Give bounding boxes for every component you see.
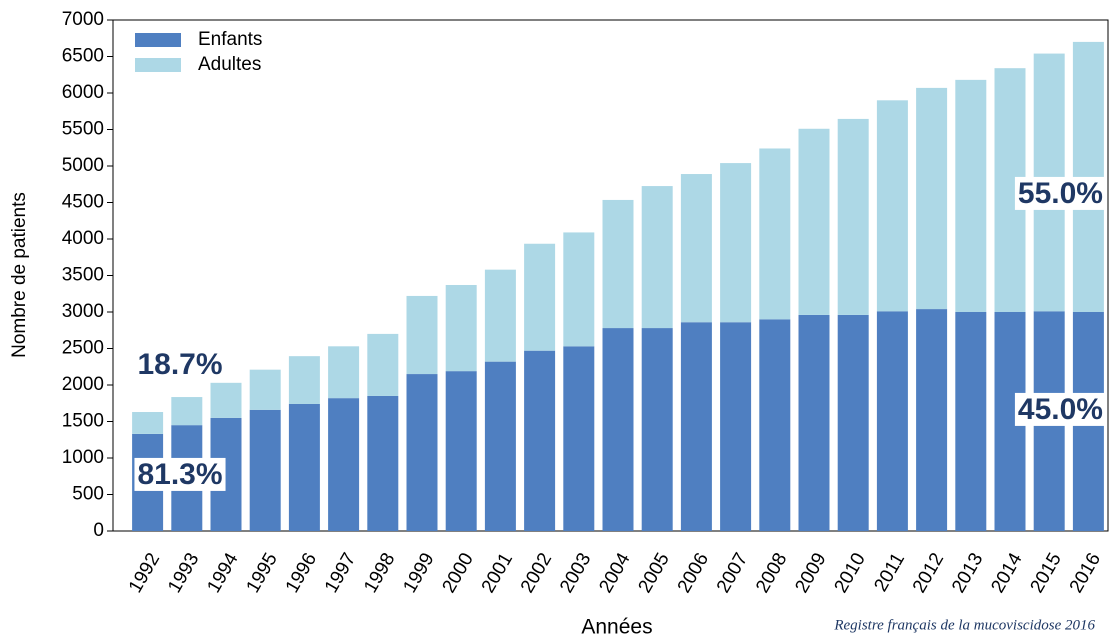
bar-segment (916, 87, 948, 310)
bar-segment (720, 163, 752, 323)
x-tick-label: 2014 (987, 549, 1027, 596)
annotation-background (134, 347, 226, 381)
bar-segment (484, 269, 516, 362)
bar-segment (524, 243, 556, 351)
bar-segment (524, 350, 556, 531)
bar-segment (445, 371, 477, 531)
x-tick-label: 1994 (203, 549, 243, 596)
x-tick-label: 2009 (791, 550, 830, 597)
x-tick-label: 2011 (870, 550, 909, 596)
x-tick-label: 1997 (321, 550, 360, 597)
x-tick-label: 2002 (517, 550, 556, 597)
bar-segment (837, 118, 869, 315)
x-tick-label: 2008 (752, 550, 791, 597)
bar-segment (288, 403, 320, 531)
x-tick-label: 1992 (125, 550, 164, 597)
y-tick-label: 5000 (62, 155, 104, 176)
y-tick-label: 4500 (62, 192, 104, 213)
bar-segment (602, 328, 634, 531)
y-tick-label: 7000 (62, 9, 104, 30)
bar-segment (602, 199, 634, 329)
bar-segment (210, 382, 242, 418)
y-tick-label: 4000 (62, 228, 104, 249)
y-tick-label: 6000 (62, 82, 104, 103)
x-axis-title: Années (581, 616, 652, 639)
bar-segment (759, 319, 791, 531)
x-tick-label: 2001 (478, 550, 517, 597)
y-tick-label: 0 (93, 520, 104, 541)
x-tick-label: 2007 (713, 550, 752, 597)
bar-segment (328, 398, 360, 531)
x-tick-label: 1995 (243, 550, 282, 597)
y-axis-title: Nombre de patients (9, 192, 30, 358)
bar-segment (288, 356, 320, 404)
y-tick-label: 1500 (62, 411, 104, 432)
bar-segment (955, 312, 987, 531)
bar-segment (367, 333, 399, 396)
annotation-background (1014, 176, 1106, 210)
legend-swatch (135, 33, 181, 47)
legend-label: Adultes (198, 54, 261, 75)
x-tick-label: 2005 (635, 550, 674, 597)
y-tick-label: 500 (72, 484, 104, 505)
bar-segment (367, 395, 399, 531)
bar-segment (876, 100, 908, 312)
y-tick-label: 5500 (62, 119, 104, 140)
x-tick-label: 1993 (164, 550, 203, 597)
x-tick-label: 2010 (831, 550, 870, 597)
x-tick-label: 1996 (282, 550, 321, 597)
bar-segment (720, 322, 752, 531)
x-tick-label: 1998 (360, 550, 399, 597)
annotation-background (134, 457, 226, 491)
x-tick-label: 2015 (1027, 550, 1066, 597)
bar-segment (837, 314, 869, 531)
bar-segment (876, 311, 908, 531)
bar-segment (132, 412, 164, 434)
bar-segment (641, 186, 673, 329)
bar-segment (798, 314, 830, 531)
y-tick-label: 3000 (62, 301, 104, 322)
x-tick-label: 2006 (674, 550, 713, 597)
bar-segment (249, 369, 281, 410)
y-tick-label: 6500 (62, 46, 104, 67)
x-tick-label: 2012 (909, 550, 948, 597)
x-tick-label: 2003 (556, 550, 595, 597)
bar-segment (445, 284, 477, 372)
bar-segment (759, 148, 791, 320)
bar-segment (171, 397, 203, 426)
x-tick-label: 2004 (595, 549, 635, 596)
bar-segment (563, 232, 595, 347)
bar-segment (955, 79, 987, 312)
annotation: 81.3% (137, 458, 222, 491)
bar-segment (680, 322, 712, 531)
x-tick-label: 2000 (439, 550, 478, 597)
annotation: 55.0% (1018, 177, 1103, 210)
annotation: 18.7% (137, 348, 222, 381)
x-tick-label: 1999 (399, 550, 438, 597)
bar-segment (916, 309, 948, 531)
annotation-background (1014, 392, 1106, 426)
bar-segment (641, 328, 673, 531)
y-tick-label: 2500 (62, 338, 104, 359)
legend-label: Enfants (198, 29, 262, 50)
x-tick-label: 2013 (948, 550, 987, 597)
bar-segment (484, 361, 516, 531)
bar-segment (328, 346, 360, 399)
y-tick-label: 1000 (62, 447, 104, 468)
legend-swatch (135, 58, 181, 72)
bar-segment (680, 174, 712, 323)
bar-segment (563, 346, 595, 531)
y-tick-label: 3500 (62, 265, 104, 286)
x-tick-label: 2016 (1066, 550, 1105, 597)
y-tick-label: 2000 (62, 374, 104, 395)
source-note: Registre français de la mucoviscidose 20… (833, 617, 1095, 633)
bar-segment (406, 295, 438, 375)
bar-segment (798, 128, 830, 315)
bar-segment (249, 409, 281, 531)
bar-segment (406, 374, 438, 531)
annotation: 45.0% (1018, 393, 1103, 426)
